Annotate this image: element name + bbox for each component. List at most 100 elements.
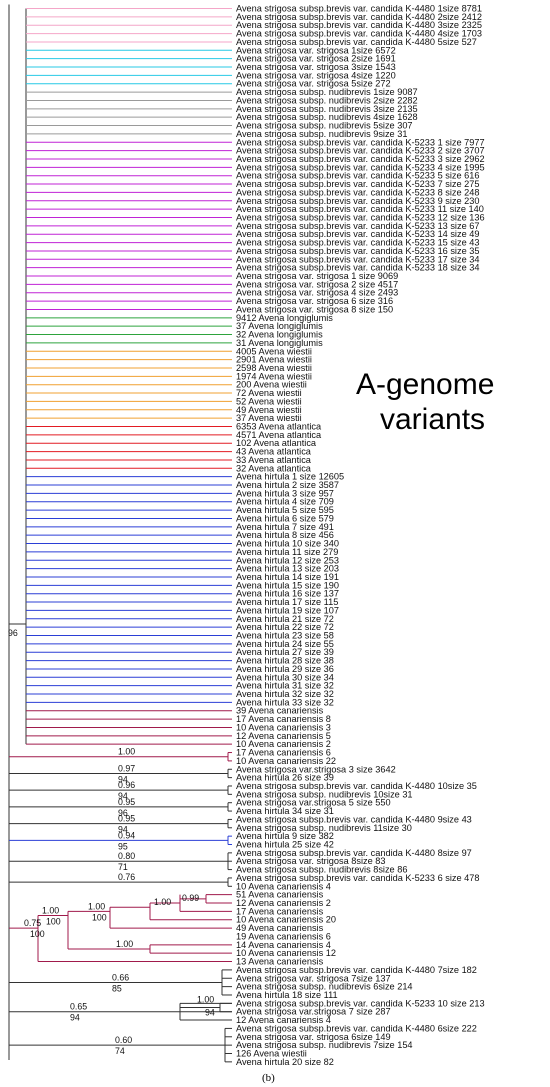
leaf-label: 39 Avena canariensis <box>236 706 324 716</box>
leaf-label: Avena strigosa subsp.brevis var. candida… <box>236 263 479 273</box>
leaf-label: 126 Avena wiestii <box>236 1049 307 1059</box>
leaf-label: 37 Avena longiglumis <box>236 321 323 331</box>
leaf-label: Avena hirtula 23 size 58 <box>236 631 334 641</box>
support-value-bootstrap: 94 <box>70 1013 80 1023</box>
leaf-label: Avena strigosa var. strigosa 1 size 9069 <box>236 271 398 281</box>
leaf-label: Avena hirtula 25 size 42 <box>236 840 334 850</box>
support-value: 1.00 <box>116 939 133 949</box>
support-value-bootstrap: 74 <box>115 1046 125 1056</box>
leaf-label: 17 Avena canariensis 8 <box>236 714 331 724</box>
support-value: 1.00 <box>118 747 135 757</box>
leaf-label: 10 Avena canariensis 22 <box>236 756 336 766</box>
leaf-label: 12 Avena canariensis 4 <box>236 1015 331 1025</box>
leaf-label: Avena hirtula 16 size 137 <box>236 589 339 599</box>
leaf-label: Avena strigosa subsp.brevis var. candida… <box>236 204 484 214</box>
leaf-label: Avena strigosa var. strigosa 1size 6572 <box>236 45 396 55</box>
support-value: 0.66 <box>112 972 129 982</box>
leaf-label: Avena strigosa subsp.brevis var. candida… <box>236 137 485 147</box>
leaf-label: Avena strigosa var. strigosa 6size 149 <box>236 1032 391 1042</box>
leaf-label: Avena strigosa var. strigosa 6 size 316 <box>236 296 393 306</box>
leaf-label: Avena strigosa subsp. nudibrevis 8size 8… <box>236 865 407 875</box>
leaf-label: 51 Avena canariensis <box>236 890 324 900</box>
leaf-label: Avena strigosa subsp. nudibrevis 3size 2… <box>236 104 418 114</box>
leaf-label: Avena hirtula 10 size 340 <box>236 539 339 549</box>
support-value-bootstrap: 71 <box>118 862 128 872</box>
support-value: 0.97 <box>118 763 135 773</box>
leaf-label: Avena strigosa subsp. nudibrevis 2size 2… <box>236 95 418 105</box>
leaf-label: Avena strigosa subsp.brevis var. candida… <box>236 848 472 858</box>
leaf-label: Avena strigosa subsp.brevis var. candida… <box>236 179 479 189</box>
leaf-label: 6353 Avena atlantica <box>236 422 322 432</box>
leaf-label: Avena strigosa subsp.brevis var. candida… <box>236 196 479 206</box>
support-value-bootstrap: 100 <box>30 929 45 939</box>
support-value-bootstrap: 100 <box>92 912 107 922</box>
support-value-bootstrap: 85 <box>112 983 122 993</box>
support-value: 0.80 <box>118 851 135 861</box>
leaf-label: 2598 Avena wiestii <box>236 363 312 373</box>
leaf-label: 12 Avena canariensis 2 <box>236 898 331 908</box>
leaf-label: Avena strigosa subsp. nudibrevis 4size 1… <box>236 112 418 122</box>
support-value: 1.00 <box>197 995 214 1005</box>
support-value-bootstrap: 94 <box>118 791 128 801</box>
leaf-label: Avena hirtula 7 size 491 <box>236 522 334 532</box>
leaf-label: 32 Avena atlantica <box>236 463 312 473</box>
support-values: 1.000.97940.96940.95960.95940.94950.8071… <box>24 747 215 1056</box>
leaf-label: Avena hirtula 6 size 579 <box>236 513 334 523</box>
support-value: 0.94 <box>118 830 135 840</box>
leaf-label: 12 Avena canariensis 5 <box>236 731 331 741</box>
leaf-label: Avena strigosa var. strigosa 2size 1691 <box>236 54 396 64</box>
leaf-label: Avena strigosa subsp.brevis var. candida… <box>236 12 482 22</box>
leaf-label: 1974 Avena wiestii <box>236 371 312 381</box>
leaf-label: Avena strigosa subsp.brevis var. candida… <box>236 20 482 30</box>
leaf-label: 200 Avena wiestii <box>236 380 307 390</box>
leaf-label: Avena hirtula 33 size 32 <box>236 697 334 707</box>
leaf-label: 49 Avena wiestii <box>236 405 302 415</box>
figure-caption: (b) <box>262 1072 275 1084</box>
leaf-label: Avena hirtula 20 size 82 <box>236 1057 334 1067</box>
leaf-label: Avena strigosa subsp.brevis var. candida… <box>236 29 482 39</box>
leaf-label: Avena hirtula 4 size 709 <box>236 497 334 507</box>
leaf-label: Avena hirtula 29 size 36 <box>236 664 334 674</box>
leaf-label: 19 Avena canariensis 6 <box>236 931 331 941</box>
leaf-label: Avena strigosa var. strigosa 8size 83 <box>236 856 385 866</box>
leaf-label: 31 Avena longiglumis <box>236 338 323 348</box>
leaf-label: Avena strigosa var. strigosa 3size 1543 <box>236 62 396 72</box>
leaf-label: Avena strigosa var.strigosa 5 size 550 <box>236 798 391 808</box>
leaf-label: Avena strigosa subsp.brevis var. candida… <box>236 162 485 172</box>
tree-leaf-labels: Avena strigosa subsp.brevis var. candida… <box>236 4 485 1067</box>
leaf-label: 102 Avena atlantica <box>236 438 317 448</box>
leaf-label: Avena hirtula 5 size 595 <box>236 505 334 515</box>
leaf-label: 10 Avena canariensis 20 <box>236 915 336 925</box>
support-value-bootstrap: 96 <box>118 808 128 818</box>
leaf-label: Avena hirtula 15 size 190 <box>236 580 339 590</box>
support-value: 0.75 <box>24 918 41 928</box>
leaf-label: Avena strigosa subsp.brevis var. candida… <box>236 254 479 264</box>
leaf-label: Avena strigosa subsp.brevis var. candida… <box>236 229 479 239</box>
leaf-label: 10 Avena canariensis 2 <box>236 739 331 749</box>
leaf-label: Avena strigosa subsp.brevis var. candida… <box>236 213 485 223</box>
leaf-label: 52 Avena wiestii <box>236 396 302 406</box>
leaf-label: Avena strigosa subsp.brevis var. candida… <box>236 1023 477 1033</box>
leaf-label: 9412 Avena longiglumis <box>236 313 333 323</box>
leaf-label: Avena hirtula 3 size 957 <box>236 488 334 498</box>
leaf-label: Avena strigosa subsp.brevis var. candida… <box>236 171 479 181</box>
leaf-label: Avena strigosa subsp.brevis var. candida… <box>236 37 477 47</box>
leaf-label: Avena strigosa subsp.brevis var. candida… <box>236 154 485 164</box>
support-value: 0.95 <box>118 814 135 824</box>
leaf-label: Avena strigosa var. strigosa 7size 137 <box>236 973 391 983</box>
support-value: 1.00 <box>88 901 105 911</box>
leaf-label: Avena hirtula 32 size 32 <box>236 689 334 699</box>
leaf-label: Avena hirtula 30 size 34 <box>236 672 334 682</box>
leaf-label: Avena hirtula 19 size 107 <box>236 605 339 615</box>
leaf-label: Avena strigosa var. strigosa 2 size 4517 <box>236 279 398 289</box>
leaf-label: 14 Avena canariensis 4 <box>236 940 331 950</box>
leaf-label: Avena hirtula 27 size 39 <box>236 647 334 657</box>
leaf-label: Avena strigosa subsp.brevis var. candida… <box>236 246 479 256</box>
leaf-label: Avena strigosa subsp.brevis var. candida… <box>236 873 479 883</box>
leaf-label: Avena strigosa subsp.brevis var. candida… <box>236 4 482 14</box>
support-value: 1.00 <box>154 897 171 907</box>
leaf-label: 4005 Avena wiestii <box>236 346 312 356</box>
leaf-label: Avena strigosa subsp. nudibrevis 6size 2… <box>236 982 413 992</box>
leaf-label: Avena strigosa subsp.brevis var. candida… <box>236 238 479 248</box>
